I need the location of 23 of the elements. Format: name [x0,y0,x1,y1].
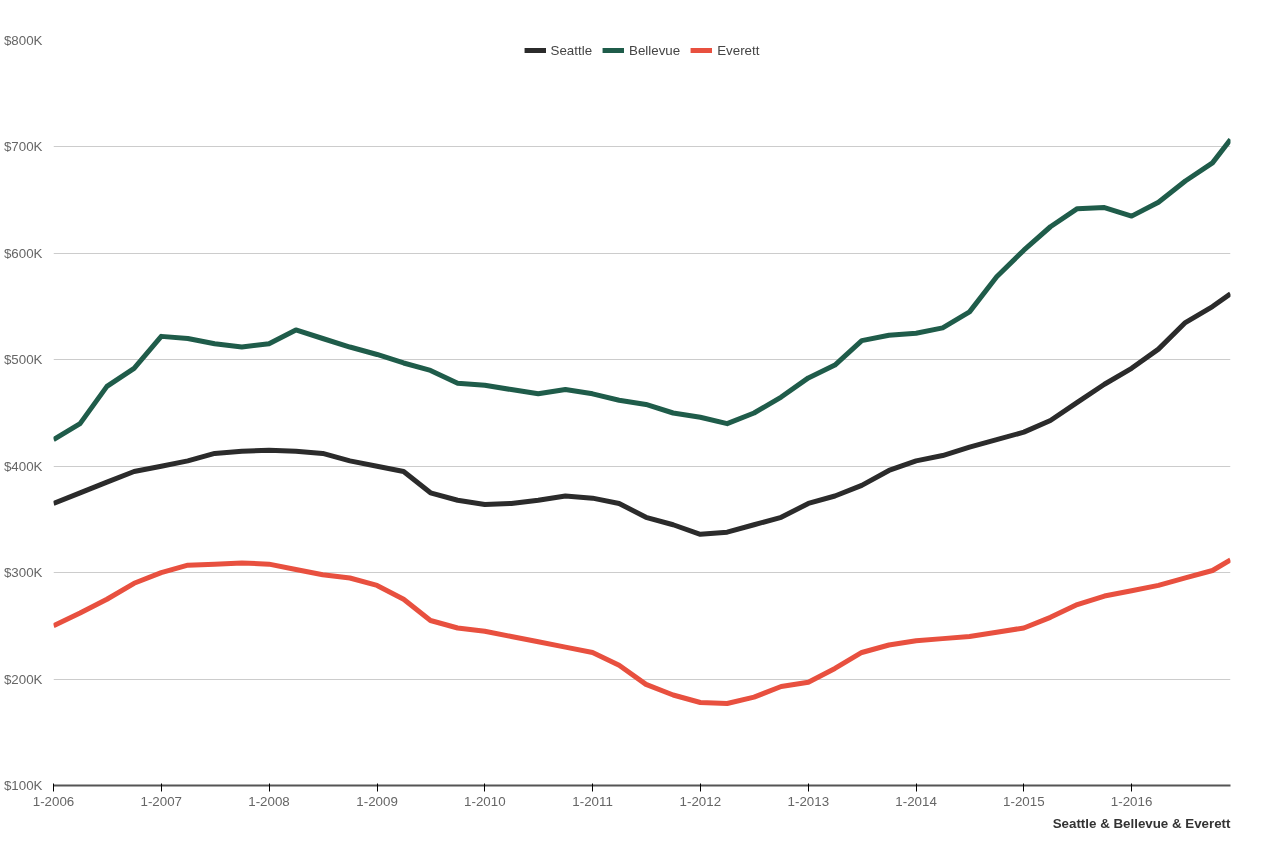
y-tick-label: $200K [3,671,43,687]
x-tick-label: 1-2006 [32,793,75,809]
x-tick-label: 1-2012 [679,793,722,809]
x-tick-label: 1-2015 [1003,793,1045,809]
legend-label: Seattle [550,42,593,58]
y-tick-label: $800K [3,33,43,48]
x-tick-label: 1-2016 [1110,793,1153,809]
x-tick-label: 1-2014 [895,793,938,809]
y-tick-label: $600K [3,245,43,261]
y-tick-label: $700K [3,139,43,155]
y-tick-label: $400K [3,458,43,474]
x-tick-label: 1-2013 [787,793,830,809]
x-tick-label: 1-2007 [140,793,183,809]
legend-label: Bellevue [629,42,681,58]
legend-label: Everett [717,42,760,58]
y-tick-label: $300K [3,565,43,581]
y-tick-label: $100K [3,778,43,793]
x-tick-label: 1-2011 [572,793,613,809]
x-tick-label: 1-2008 [248,793,290,809]
x-tick-label: 1-2010 [464,793,506,809]
y-tick-label: $500K [3,352,43,368]
x-tick-label: 1-2009 [356,793,398,809]
text: Seattle & Bellevue & Everett [1052,815,1232,831]
